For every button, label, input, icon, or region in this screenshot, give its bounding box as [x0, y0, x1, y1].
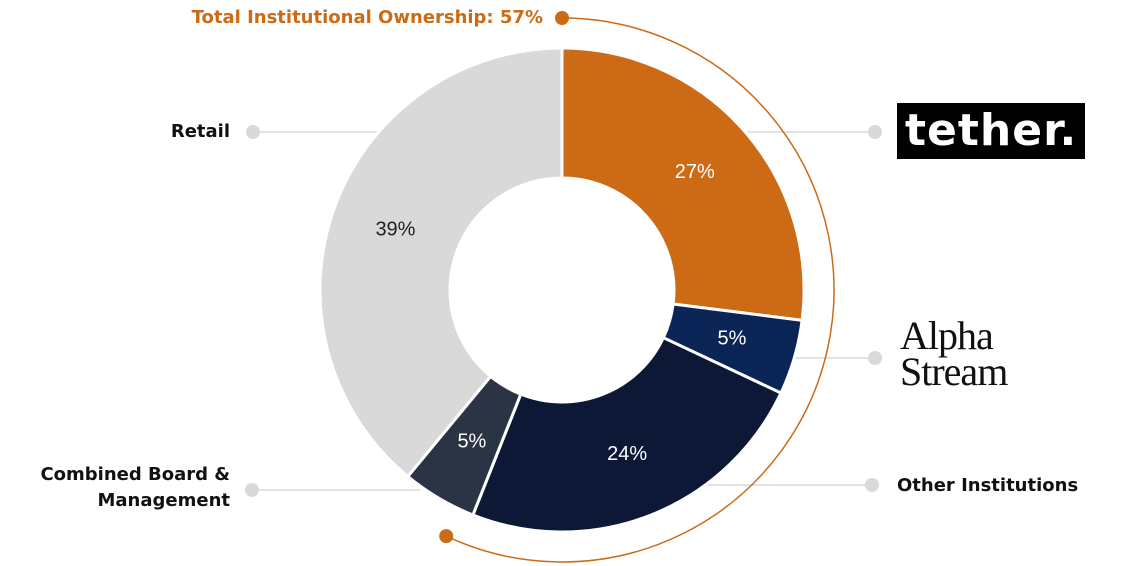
- annotation-arc: [445, 17, 835, 563]
- leader-dot: [865, 478, 879, 492]
- category-label: Retail: [170, 121, 230, 142]
- logo-alphastream: Alpha Stream: [900, 313, 1008, 394]
- donut-slice: [470, 335, 783, 534]
- annotation-dot: [439, 529, 454, 544]
- annotation-text: Total Institutional Ownership: 57%: [191, 7, 543, 28]
- value-label: 24%: [607, 443, 647, 465]
- donut-slice: [560, 46, 806, 323]
- value-label: 5%: [718, 328, 747, 350]
- category-label: Other Institutions: [897, 475, 1079, 496]
- donut-slice: [318, 46, 564, 479]
- leader-dot: [868, 125, 882, 139]
- logo-tether: tether.: [897, 103, 1086, 159]
- category-label: Combined Board & Management: [40, 464, 230, 511]
- annotation-dot: [555, 11, 569, 25]
- value-label: 27%: [675, 161, 715, 183]
- leader-dot: [245, 483, 259, 497]
- value-label: 5%: [457, 431, 486, 453]
- value-label: 39%: [375, 218, 415, 240]
- leader-dot: [868, 351, 882, 365]
- leader-dot: [246, 125, 260, 139]
